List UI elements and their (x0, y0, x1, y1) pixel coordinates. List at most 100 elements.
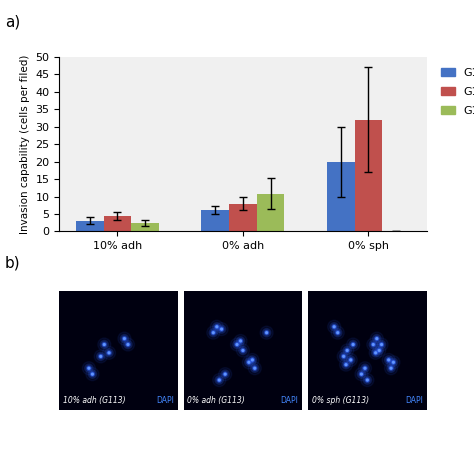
Circle shape (366, 379, 368, 381)
Circle shape (337, 332, 338, 334)
Circle shape (242, 349, 244, 352)
Circle shape (218, 379, 220, 381)
Circle shape (341, 344, 354, 357)
Circle shape (361, 364, 369, 373)
Circle shape (221, 370, 229, 378)
Circle shape (121, 338, 135, 351)
Circle shape (207, 326, 220, 339)
Circle shape (342, 355, 345, 357)
Circle shape (251, 364, 259, 373)
Circle shape (224, 373, 227, 375)
Circle shape (221, 328, 222, 330)
Circle shape (239, 340, 242, 342)
Circle shape (343, 346, 351, 355)
Circle shape (236, 343, 238, 346)
Circle shape (384, 356, 393, 364)
Text: 0% sph (G113): 0% sph (G113) (311, 396, 369, 405)
Circle shape (387, 359, 390, 361)
Circle shape (88, 370, 97, 378)
Circle shape (85, 364, 93, 373)
Circle shape (351, 342, 356, 347)
Circle shape (88, 367, 90, 369)
Circle shape (214, 324, 219, 329)
Circle shape (333, 326, 336, 328)
Circle shape (381, 344, 383, 346)
Circle shape (352, 343, 355, 346)
Circle shape (105, 349, 113, 357)
Circle shape (380, 343, 383, 346)
Circle shape (330, 323, 338, 331)
Circle shape (252, 366, 257, 371)
Circle shape (371, 342, 375, 347)
Circle shape (82, 362, 95, 375)
Text: DAPI: DAPI (156, 396, 174, 405)
Circle shape (216, 326, 218, 328)
Circle shape (224, 374, 226, 375)
Circle shape (378, 350, 380, 351)
Circle shape (384, 362, 398, 375)
Circle shape (387, 364, 395, 373)
Circle shape (339, 358, 353, 371)
Circle shape (365, 378, 370, 383)
Circle shape (237, 344, 249, 357)
Text: DAPI: DAPI (281, 396, 299, 405)
Circle shape (348, 357, 353, 362)
Circle shape (389, 366, 393, 371)
Circle shape (102, 346, 116, 359)
Circle shape (392, 362, 394, 363)
Circle shape (246, 354, 259, 366)
Circle shape (124, 338, 125, 339)
Circle shape (349, 359, 352, 361)
Circle shape (216, 326, 218, 328)
Circle shape (345, 364, 347, 366)
Circle shape (361, 374, 374, 387)
Circle shape (218, 325, 226, 333)
Circle shape (344, 354, 357, 366)
Circle shape (363, 366, 367, 371)
Text: b): b) (5, 256, 20, 271)
Circle shape (369, 346, 382, 359)
Circle shape (360, 373, 363, 375)
Circle shape (345, 348, 349, 353)
Circle shape (343, 356, 345, 357)
Circle shape (234, 335, 247, 347)
Circle shape (337, 331, 339, 334)
Circle shape (345, 364, 347, 365)
Circle shape (359, 372, 364, 376)
Circle shape (215, 376, 223, 384)
Circle shape (254, 367, 255, 369)
Circle shape (245, 358, 253, 366)
Circle shape (367, 338, 380, 351)
Circle shape (90, 372, 95, 376)
Circle shape (212, 332, 214, 334)
Circle shape (342, 361, 350, 369)
Circle shape (242, 350, 244, 351)
Circle shape (233, 340, 241, 349)
Circle shape (212, 331, 214, 334)
Circle shape (122, 336, 127, 341)
Circle shape (248, 362, 250, 363)
Bar (327, 162, 355, 231)
Circle shape (373, 344, 386, 357)
Circle shape (377, 340, 386, 349)
Text: 10% adh (G113): 10% adh (G113) (63, 396, 126, 405)
Circle shape (370, 332, 383, 345)
Circle shape (373, 344, 374, 346)
Circle shape (350, 359, 352, 361)
Circle shape (98, 338, 111, 351)
Circle shape (247, 361, 250, 364)
Circle shape (238, 338, 243, 343)
Circle shape (363, 376, 372, 384)
Circle shape (373, 335, 381, 343)
Circle shape (375, 337, 378, 340)
Circle shape (86, 368, 99, 381)
Circle shape (377, 348, 382, 353)
Circle shape (103, 343, 105, 346)
Circle shape (94, 350, 107, 363)
Circle shape (391, 360, 396, 365)
Circle shape (86, 366, 91, 371)
Circle shape (357, 370, 365, 378)
Circle shape (91, 374, 93, 375)
Circle shape (210, 320, 223, 333)
Circle shape (88, 367, 90, 369)
